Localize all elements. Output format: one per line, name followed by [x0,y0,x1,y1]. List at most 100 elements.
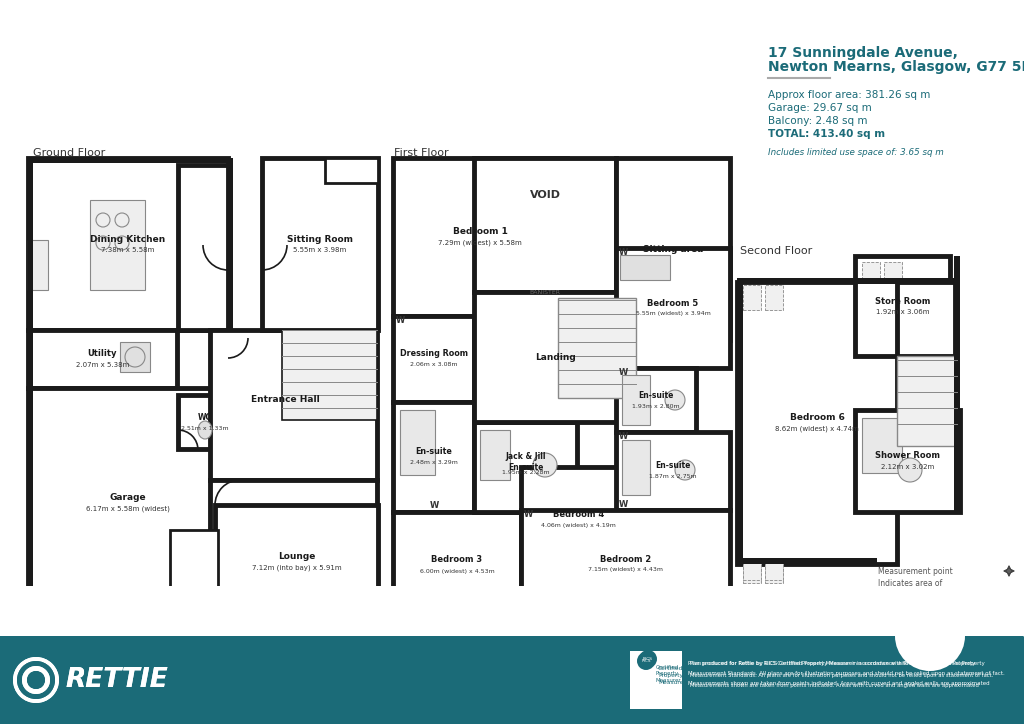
Text: Measurement point: Measurement point [878,566,952,576]
Text: Plan produced for Rettie by RICS Certified Property Measurer in accordance with : Plan produced for Rettie by RICS Certifi… [690,662,975,667]
Text: Bedroom 1: Bedroom 1 [453,227,508,237]
Text: BANISTER: BANISTER [529,290,560,295]
Bar [393,158,567,316]
Circle shape [17,661,55,699]
Bar [178,395,232,449]
Bar [622,375,650,425]
Text: 1.92m x 3.06m: 1.92m x 3.06m [876,309,929,315]
Text: Balcony: 2.48 sq m: Balcony: 2.48 sq m [768,116,867,126]
Text: Approx floor area: 381.26 sq m: Approx floor area: 381.26 sq m [768,90,931,100]
Bar [262,158,378,330]
Text: Measurements shown are taken from points indicated. Areas with curved and angled: Measurements shown are taken from points… [688,681,989,686]
Text: En-suite: En-suite [415,447,452,457]
Text: 2.07m x 5.38m: 2.07m x 5.38m [76,362,129,368]
Text: W: W [618,368,629,377]
Bar [170,530,218,600]
Bar [616,158,730,340]
Text: 6.17m x 5.58m (widest): 6.17m x 5.58m (widest) [86,506,170,513]
Circle shape [637,652,655,670]
Bar [474,158,616,292]
Bar [210,480,377,550]
Bar [737,282,897,564]
Text: 2.06m x 3.08m: 2.06m x 3.08m [410,363,458,368]
Text: Garage: 29.67 sq m: Garage: 29.67 sq m [768,103,871,113]
Bar [558,298,636,398]
Text: W: W [618,248,629,257]
Circle shape [13,657,59,703]
Text: Indicates area of: Indicates area of [878,578,942,587]
Text: Measurement Standards. All plans are for illustration purposes and should not be: Measurement Standards. All plans are for… [688,671,1005,676]
Text: Includes limited use space of: 3.65 sq m: Includes limited use space of: 3.65 sq m [768,148,944,157]
Text: Newton Mearns, Glasgow, G77 5PD: Newton Mearns, Glasgow, G77 5PD [768,60,1024,74]
Circle shape [895,601,965,671]
Bar [480,430,510,480]
Text: Garage: Garage [110,494,146,502]
Bar [215,505,378,618]
Text: Utility: Utility [88,350,118,358]
Bar [897,356,957,446]
Circle shape [27,671,45,689]
Text: 1.95m x 2.28m: 1.95m x 2.28m [502,471,549,476]
Bar [0,636,1024,724]
Bar [743,558,761,580]
Text: Store Room: Store Room [874,297,930,306]
Bar [521,510,730,618]
Bar [737,558,877,564]
Text: RICS: RICS [643,657,653,661]
Bar [178,165,228,330]
Bar [616,248,730,368]
Text: Certified
Property
Measurer: Certified Property Measurer [656,665,682,683]
Text: Sitting area: Sitting area [643,245,703,253]
Text: First Floor: First Floor [394,148,449,158]
Text: 6.00m (widest) x 4.53m: 6.00m (widest) x 4.53m [420,568,495,573]
Text: Limited Use Space: Limited Use Space [878,589,949,599]
Bar [28,613,378,618]
Bar [743,285,761,310]
Text: 17 Sunningdale Avenue,: 17 Sunningdale Avenue, [768,46,957,60]
Text: VOID: VOID [529,190,560,200]
Ellipse shape [198,421,212,439]
Text: W: W [524,510,534,519]
Bar [0,636,930,656]
Text: 7.29m (widest) x 5.58m: 7.29m (widest) x 5.58m [438,240,522,246]
Bar [0,626,1024,636]
Text: W: W [618,432,629,441]
Circle shape [639,650,657,668]
Bar [0,586,1024,636]
Bar [393,402,474,512]
Text: 2.12m x 3.02m: 2.12m x 3.02m [881,464,934,470]
Text: Jack & Jill
En-suite: Jack & Jill En-suite [505,452,546,472]
Text: 4.06m (widest) x 4.19m: 4.06m (widest) x 4.19m [541,523,616,528]
Text: Plan produced for Rettie by RICS Certified Property Measurer in accordance with : Plan produced for Rettie by RICS Certifi… [688,662,985,667]
Circle shape [675,460,695,480]
Text: Certified
Property
Measurer: Certified Property Measurer [658,667,686,686]
Text: Bedroom 2: Bedroom 2 [600,555,651,563]
Bar [521,588,616,618]
Text: Measurements shown are taken from points indicated. Areas with curved and angled: Measurements shown are taken from points… [690,683,979,689]
Bar [35,600,223,612]
Text: 7.15m (widest) x 4.43m: 7.15m (widest) x 4.43m [588,568,663,573]
Bar [28,158,228,330]
Text: RICS: RICS [641,659,650,663]
Text: Entrance Hall: Entrance Hall [251,395,319,405]
Text: Bedroom 4: Bedroom 4 [553,510,604,519]
Bar [620,255,670,280]
Bar [120,342,150,372]
Bar [210,330,377,480]
Text: RETTIE: RETTIE [65,667,168,693]
Bar [28,330,177,388]
Circle shape [534,453,557,477]
Text: 1.87m x 2.75m: 1.87m x 2.75m [649,474,696,479]
Bar [616,368,696,432]
Bar [765,558,783,580]
Bar [393,512,521,618]
Text: 5.55m x 3.98m: 5.55m x 3.98m [293,247,347,253]
Bar [393,316,474,402]
Text: RETTIE: RETTIE [65,667,168,693]
Bar [737,278,743,564]
Bar [228,158,233,330]
Text: Balcony: Balcony [553,599,583,607]
Bar [862,418,902,473]
Bar [474,422,577,512]
Bar [743,558,761,583]
